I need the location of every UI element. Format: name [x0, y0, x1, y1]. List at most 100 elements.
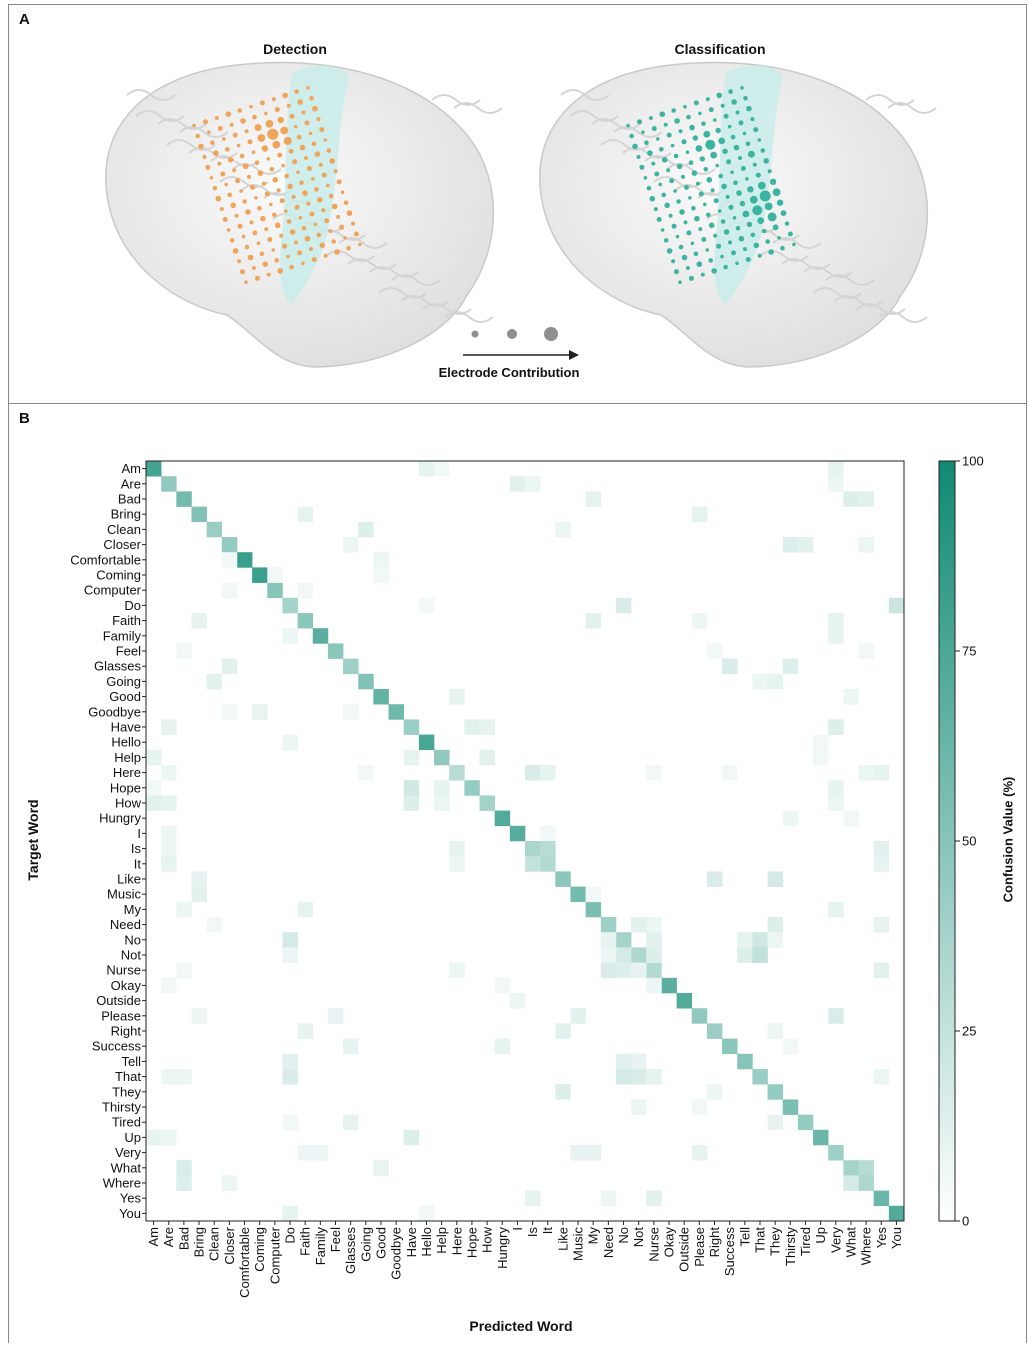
electrode-dot [742, 210, 750, 218]
electrode-dot [681, 139, 687, 145]
electrode-dot [688, 196, 692, 200]
heatmap-cell [525, 841, 541, 857]
electrode-contribution-legend [471, 327, 558, 341]
heatmap-cell [752, 932, 768, 948]
heatmap-cell [297, 582, 314, 599]
electrode-dot [227, 157, 234, 163]
heatmap-cell [631, 917, 647, 933]
heatmap-cell [434, 461, 450, 477]
heatmap-cell [858, 643, 874, 659]
electrode-dot [254, 124, 262, 132]
electrode-dot [240, 118, 246, 124]
y-tick-label: Am [122, 461, 142, 476]
heatmap-cell [828, 1145, 844, 1161]
electrode-dot [234, 213, 239, 218]
electrode-dot [328, 229, 333, 233]
electrode-contribution-label: Electrode Contribution [438, 365, 580, 380]
heatmap-cell [146, 1129, 162, 1146]
heatmap-cell [631, 1069, 647, 1085]
heatmap-cell [343, 704, 359, 720]
heatmap-cell [828, 780, 844, 796]
heatmap-cell [161, 795, 177, 811]
y-tick-label: Here [113, 765, 141, 780]
heatmap-cell [813, 734, 829, 751]
electrode-dot [698, 191, 704, 197]
electrode-dot [247, 139, 253, 145]
heatmap-cell [282, 1053, 298, 1070]
electrode-dot [306, 166, 312, 171]
electrode-dot [280, 126, 289, 135]
electrode-dot [701, 121, 706, 127]
heatmap-cell [570, 1145, 586, 1161]
electrode-dot [683, 104, 687, 109]
electrode-dot [772, 188, 781, 197]
electrode-dot [757, 217, 765, 225]
heatmap-cell [540, 856, 556, 872]
electrode-dot [323, 138, 328, 142]
electrode-dot [671, 259, 676, 264]
colorbar-title: Confusion Value (%) [1000, 776, 1016, 903]
electrode-dot [755, 172, 761, 178]
electrode-dot [692, 135, 699, 141]
y-tick-label: Very [115, 1145, 142, 1160]
electrode-dot [254, 275, 260, 281]
electrode-dot [678, 244, 684, 250]
electrode-dot [723, 229, 730, 235]
electrode-dot [694, 215, 700, 222]
electrode-dot [304, 120, 310, 126]
gyrus-line [560, 89, 610, 101]
electrode-dot [656, 217, 662, 222]
x-tick-label: Outside [677, 1227, 692, 1272]
gyrus-line [812, 287, 862, 299]
y-tick-labels: AmAreBadBringCleanCloserComfortableComin… [70, 461, 146, 1221]
heatmap-cell [161, 1069, 177, 1085]
heatmap-cell [646, 947, 662, 963]
heatmap-cell [858, 491, 874, 507]
heatmap-cell [464, 719, 480, 735]
heatmap-cell [267, 582, 283, 599]
heatmap-cell [706, 1023, 723, 1039]
electrode-dot [324, 218, 330, 224]
y-tick-label: Hungry [99, 811, 141, 826]
y-tick-label: Help [114, 750, 141, 765]
x-tick-label: My [586, 1227, 601, 1245]
electrode-dot [752, 205, 763, 216]
electrode-dot [647, 150, 653, 156]
y-tick-label: My [124, 902, 142, 917]
heatmap-cell [206, 673, 223, 690]
electrode-dot [738, 156, 742, 160]
x-axis-title: Predicted Word [469, 1318, 573, 1334]
heatmap-cell [191, 1008, 207, 1024]
heatmap-cell [631, 947, 647, 963]
electrode-dot [653, 207, 658, 212]
electrode-dot [718, 137, 726, 145]
x-tick-label: Bad [176, 1227, 191, 1250]
gyrus-line [431, 94, 481, 106]
electrode-dot [333, 169, 338, 174]
electrode-dot [713, 233, 718, 238]
electrode-dot [308, 131, 313, 136]
x-tick-label: Are [161, 1227, 176, 1247]
heatmap-cell [146, 795, 162, 811]
electrode-dot [730, 170, 734, 174]
heatmap-cell [525, 1190, 541, 1207]
electrode-dot [312, 105, 318, 112]
heatmap-cell [418, 461, 435, 477]
electrode-dot [272, 140, 281, 149]
x-tick-label: Coming [252, 1227, 267, 1272]
central-sulcus-region [714, 65, 783, 305]
electrode-dot [661, 192, 666, 198]
electrode-dot [695, 145, 703, 152]
electrode-dot [229, 238, 235, 243]
brain-figures [105, 61, 937, 368]
electrode-dot [711, 268, 717, 274]
electrode-dot [244, 280, 248, 285]
heatmap-cell [176, 962, 192, 979]
electrode-dot [237, 108, 242, 113]
electrode-dot [641, 130, 645, 134]
gyrus-line [219, 176, 269, 188]
heatmap-cell [449, 962, 465, 979]
electrode-dot [247, 174, 251, 179]
heatmap-cell [570, 1008, 586, 1024]
electrode-dot [288, 148, 294, 154]
